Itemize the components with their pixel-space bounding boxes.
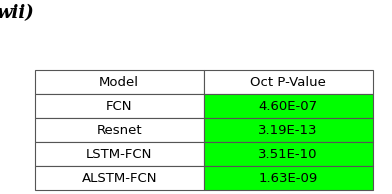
Text: wii): wii) [0,4,34,22]
